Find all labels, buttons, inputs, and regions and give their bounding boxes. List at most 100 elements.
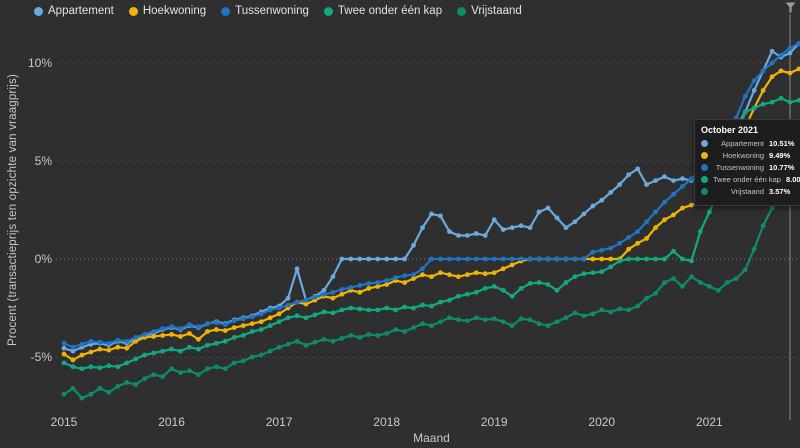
data-point[interactable] [626, 172, 632, 178]
legend-item-appartement[interactable]: Appartement [34, 5, 114, 17]
data-point[interactable] [527, 281, 533, 286]
data-point[interactable] [312, 339, 318, 345]
data-point[interactable] [429, 323, 434, 329]
data-point[interactable] [420, 225, 425, 231]
data-point[interactable] [205, 329, 210, 334]
data-point[interactable] [662, 280, 667, 285]
data-point[interactable] [491, 316, 497, 322]
data-point[interactable] [106, 347, 112, 353]
data-point[interactable] [760, 101, 766, 107]
data-point[interactable] [133, 335, 139, 340]
data-point[interactable] [438, 270, 443, 276]
data-point[interactable] [249, 329, 255, 334]
data-point[interactable] [644, 182, 649, 187]
data-point[interactable] [330, 338, 336, 344]
data-point[interactable] [554, 215, 560, 221]
data-point[interactable] [115, 384, 121, 389]
data-point[interactable] [617, 182, 623, 187]
data-point[interactable] [760, 88, 766, 93]
data-point[interactable] [294, 313, 300, 319]
data-point[interactable] [97, 346, 103, 352]
data-point[interactable] [79, 366, 85, 372]
data-point[interactable] [330, 310, 336, 316]
data-point[interactable] [581, 271, 587, 277]
data-point[interactable] [509, 256, 515, 262]
data-point[interactable] [366, 286, 372, 291]
data-point[interactable] [411, 305, 416, 311]
data-point[interactable] [527, 225, 533, 231]
data-point[interactable] [187, 368, 192, 374]
legend-item-twee-onder-n-kap[interactable]: Twee onder één kap [323, 5, 442, 17]
data-point[interactable] [500, 227, 506, 233]
data-point[interactable] [500, 256, 506, 262]
data-point[interactable] [518, 316, 524, 322]
data-point[interactable] [429, 211, 434, 217]
data-point[interactable] [653, 225, 658, 231]
data-point[interactable] [689, 176, 694, 182]
data-point[interactable] [303, 297, 309, 303]
data-point[interactable] [240, 358, 246, 364]
data-point[interactable] [88, 338, 94, 344]
data-point[interactable] [724, 280, 730, 285]
data-point[interactable] [590, 270, 596, 276]
data-point[interactable] [375, 333, 381, 338]
data-point[interactable] [267, 307, 273, 313]
data-point[interactable] [115, 344, 121, 350]
data-point[interactable] [590, 203, 596, 209]
data-point[interactable] [294, 338, 300, 344]
data-point[interactable] [393, 256, 399, 262]
data-point[interactable] [653, 209, 658, 215]
data-point[interactable] [240, 333, 246, 338]
data-point[interactable] [61, 351, 67, 357]
data-point[interactable] [608, 245, 614, 251]
data-point[interactable] [464, 256, 470, 262]
data-point[interactable] [447, 315, 452, 321]
data-point[interactable] [357, 283, 363, 288]
data-point[interactable] [61, 360, 67, 366]
data-point[interactable] [70, 348, 76, 354]
data-point[interactable] [536, 321, 542, 327]
data-point[interactable] [608, 309, 614, 315]
data-point[interactable] [151, 334, 157, 339]
data-point[interactable] [88, 391, 94, 397]
data-point[interactable] [491, 217, 497, 223]
data-point[interactable] [285, 315, 291, 321]
data-point[interactable] [608, 256, 614, 262]
data-point[interactable] [455, 274, 461, 280]
data-point[interactable] [330, 295, 336, 301]
data-point[interactable] [778, 68, 784, 74]
data-point[interactable] [79, 341, 85, 347]
data-point[interactable] [133, 356, 139, 362]
data-point[interactable] [231, 318, 237, 324]
data-point[interactable] [348, 285, 354, 290]
data-point[interactable] [617, 258, 623, 264]
data-point[interactable] [527, 256, 533, 262]
data-point[interactable] [796, 97, 800, 103]
data-point[interactable] [554, 256, 560, 262]
data-point[interactable] [222, 322, 228, 328]
data-point[interactable] [321, 287, 327, 293]
data-point[interactable] [312, 294, 318, 300]
data-point[interactable] [599, 197, 605, 203]
data-point[interactable] [563, 315, 569, 321]
data-point[interactable] [751, 88, 757, 93]
data-point[interactable] [321, 309, 327, 315]
data-point[interactable] [572, 274, 578, 280]
data-point[interactable] [644, 219, 649, 225]
data-point[interactable] [590, 311, 596, 317]
data-point[interactable] [455, 233, 461, 238]
data-point[interactable] [196, 372, 201, 378]
data-point[interactable] [491, 270, 497, 276]
data-point[interactable] [455, 317, 461, 323]
data-point[interactable] [151, 350, 157, 356]
data-point[interactable] [88, 349, 94, 355]
data-point[interactable] [178, 326, 183, 331]
data-point[interactable] [662, 174, 667, 180]
data-point[interactable] [742, 109, 748, 115]
data-point[interactable] [464, 291, 470, 297]
data-point[interactable] [402, 273, 407, 279]
data-point[interactable] [402, 304, 407, 310]
data-point[interactable] [115, 364, 121, 370]
data-point[interactable] [464, 318, 470, 324]
